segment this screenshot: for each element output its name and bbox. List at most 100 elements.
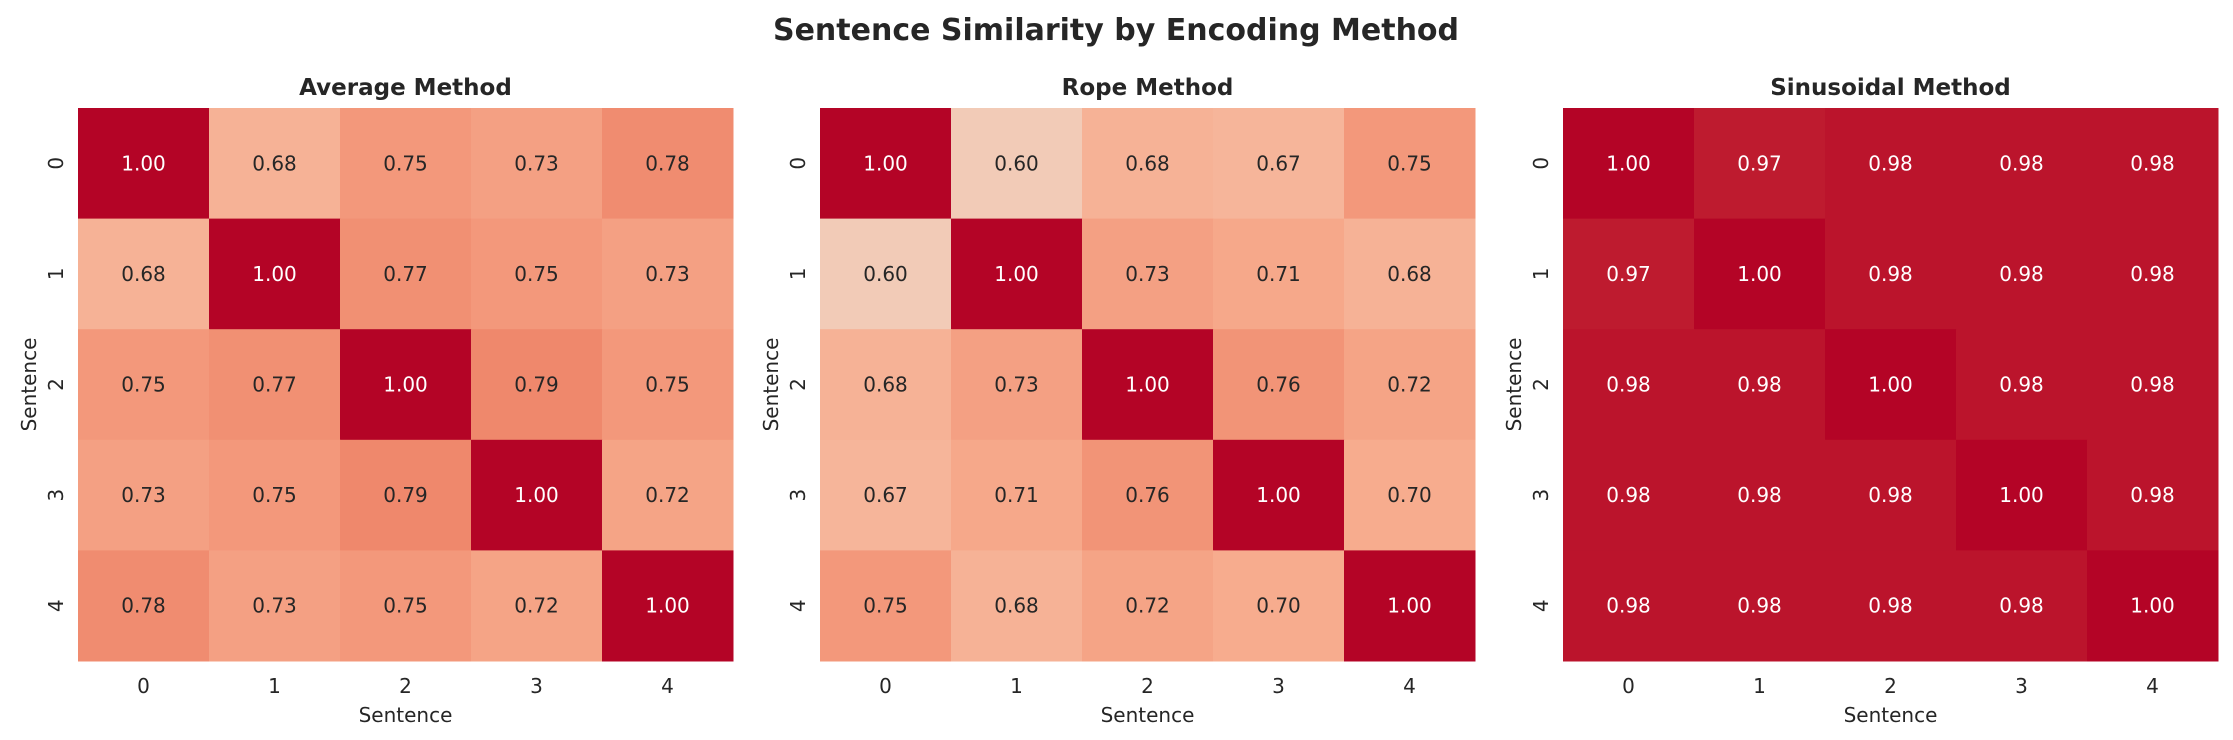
y-tick-label: 3: [1529, 489, 1553, 502]
heatmap-cell: [471, 218, 603, 330]
cell-label: 1.00: [2130, 594, 2175, 618]
y-tick-label: 3: [44, 489, 68, 502]
x-axis-label: Sentence: [1844, 703, 1938, 727]
cell-label: 1.00: [1125, 373, 1170, 397]
cell-label: 0.73: [252, 594, 297, 618]
panel-title: Average Method: [299, 75, 512, 101]
heatmap-cell: [78, 550, 210, 662]
heatmap-cell: [1694, 439, 1826, 551]
heatmap-cell: [209, 439, 341, 551]
heatmap-cell: [1563, 218, 1695, 330]
heatmap-cell: [78, 108, 210, 220]
x-tick-label: 1: [268, 674, 281, 698]
heatmap-cell: [1825, 108, 1957, 220]
x-tick-label: 2: [399, 674, 412, 698]
cell-label: 0.71: [994, 483, 1039, 507]
heatmap-cell: [471, 108, 603, 220]
y-tick-label: 0: [786, 157, 810, 170]
cell-label: 0.77: [383, 262, 428, 286]
heatmap-cell: [1694, 329, 1826, 441]
x-tick-label: 1: [1010, 674, 1023, 698]
cell-label: 0.72: [514, 594, 559, 618]
heatmap-cell: [340, 550, 472, 662]
cell-label: 0.98: [1606, 373, 1651, 397]
cell-label: 0.78: [121, 594, 166, 618]
panel-title: Sinusoidal Method: [1770, 75, 2011, 101]
cell-label: 0.98: [1999, 151, 2044, 175]
x-tick-label: 1: [1753, 674, 1766, 698]
heatmap-cell: [78, 329, 210, 441]
y-tick-label: 4: [44, 599, 68, 612]
cell-label: 0.98: [1868, 151, 1913, 175]
heatmap-cell: [1213, 439, 1345, 551]
panel-title: Rope Method: [1062, 75, 1234, 101]
cell-label: 1.00: [1606, 151, 1651, 175]
x-tick-label: 2: [1141, 674, 1154, 698]
heatmap-cell: [471, 329, 603, 441]
x-tick-label: 0: [1622, 674, 1635, 698]
y-axis-label: Sentence: [17, 338, 41, 432]
heatmap-cell: [1344, 218, 1476, 330]
cell-label: 1.00: [514, 483, 559, 507]
cell-label: 0.77: [252, 373, 297, 397]
x-axis-label: Sentence: [1101, 703, 1195, 727]
heatmap-cell: [340, 329, 472, 441]
x-tick-label: 3: [530, 674, 543, 698]
heatmap-cell: [1082, 329, 1214, 441]
y-axis-label: Sentence: [759, 338, 783, 432]
cell-label: 0.73: [121, 483, 166, 507]
x-tick-label: 4: [2146, 674, 2159, 698]
y-tick-label: 1: [1529, 268, 1553, 281]
heatmap-cell: [1344, 550, 1476, 662]
cell-label: 0.72: [1387, 373, 1432, 397]
cell-label: 0.76: [1125, 483, 1170, 507]
heatmap-cell: [1213, 550, 1345, 662]
cell-label: 0.75: [514, 262, 559, 286]
cell-label: 0.76: [1256, 373, 1301, 397]
heatmap-cell: [209, 108, 341, 220]
heatmap-cell: [1956, 439, 2088, 551]
heatmap-cell: [1344, 329, 1476, 441]
cell-label: 0.75: [383, 151, 428, 175]
heatmap-cell: [1563, 108, 1695, 220]
y-tick-label: 0: [1529, 157, 1553, 170]
cell-label: 1.00: [863, 151, 908, 175]
heatmap-cell: [1825, 218, 1957, 330]
heatmap-panel-1: Rope Method 1.00 0.60 0.68 0.67 0.75 0.60 1.00 0…: [759, 75, 1476, 727]
cell-label: 0.68: [1125, 151, 1170, 175]
x-tick-label: 2: [1884, 674, 1897, 698]
heatmap-cell: [1563, 550, 1695, 662]
cell-label: 0.75: [645, 373, 690, 397]
heatmap-cell: [209, 329, 341, 441]
heatmap-cell: [1082, 218, 1214, 330]
heatmap-cell: [1694, 218, 1826, 330]
heatmap-cell: [1694, 108, 1826, 220]
heatmap-cell: [340, 108, 472, 220]
x-tick-label: 3: [1272, 674, 1285, 698]
cell-label: 0.78: [645, 151, 690, 175]
cell-label: 1.00: [1999, 483, 2044, 507]
cell-label: 0.98: [1999, 373, 2044, 397]
cell-label: 0.70: [1256, 594, 1301, 618]
heatmap-cell: [1956, 108, 2088, 220]
cell-label: 1.00: [1387, 594, 1432, 618]
heatmap-cell: [1082, 439, 1214, 551]
cell-label: 0.73: [994, 373, 1039, 397]
heatmap-cell: [820, 329, 952, 441]
heatmap-cell: [340, 218, 472, 330]
heatmap-cell: [1213, 218, 1345, 330]
heatmap-cell: [1825, 550, 1957, 662]
x-axis-label: Sentence: [359, 703, 453, 727]
heatmap-cell: [2087, 108, 2219, 220]
cell-label: 0.70: [1387, 483, 1432, 507]
cell-label: 0.98: [1737, 373, 1782, 397]
cell-label: 1.00: [383, 373, 428, 397]
cell-label: 0.79: [514, 373, 559, 397]
heatmap-cell: [1213, 108, 1345, 220]
y-tick-label: 2: [786, 378, 810, 391]
x-tick-label: 4: [1403, 674, 1416, 698]
cell-label: 0.97: [1606, 262, 1651, 286]
cell-label: 0.72: [1125, 594, 1170, 618]
heatmap-cell: [340, 439, 472, 551]
cell-label: 0.72: [645, 483, 690, 507]
